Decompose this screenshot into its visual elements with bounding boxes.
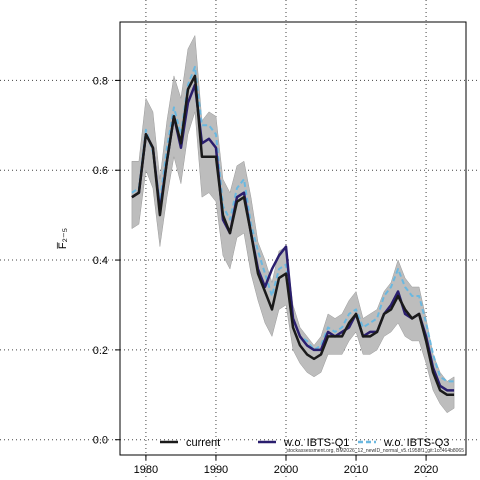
- y-axis: 0.0 0.2 0.4 0.6 0.8: [93, 75, 120, 447]
- y-axis-label: F̅₂₋₅: [57, 228, 69, 250]
- series-lines: [131, 65, 455, 397]
- x-tick-label: 2010: [344, 464, 368, 476]
- confidence-band: [131, 34, 455, 414]
- x-axis: 1980 1990 2000 2010 2020: [134, 455, 438, 476]
- footnote: stockassessment.org, BM2026_12_newID_nor…: [286, 448, 464, 454]
- y-tick-label: 0.0: [93, 435, 108, 447]
- y-tick-label: 0.4: [93, 255, 108, 267]
- legend-label: w.o. IBTS-Q3: [383, 437, 449, 449]
- series-line-current: [131, 74, 455, 397]
- y-tick-label: 0.6: [93, 165, 108, 177]
- y-tick-label: 0.2: [93, 345, 108, 357]
- plot-frame: [119, 21, 467, 456]
- legend-label: w.o. IBTS-Q1: [283, 437, 349, 449]
- x-tick-label: 2020: [414, 464, 438, 476]
- legend: current w.o. IBTS-Q1 w.o. IBTS-Q3: [160, 437, 449, 449]
- x-tick-label: 1990: [204, 464, 228, 476]
- x-tick-label: 1980: [134, 464, 158, 476]
- legend-label: current: [186, 437, 220, 449]
- x-tick-label: 2000: [274, 464, 298, 476]
- y-tick-label: 0.8: [93, 75, 108, 87]
